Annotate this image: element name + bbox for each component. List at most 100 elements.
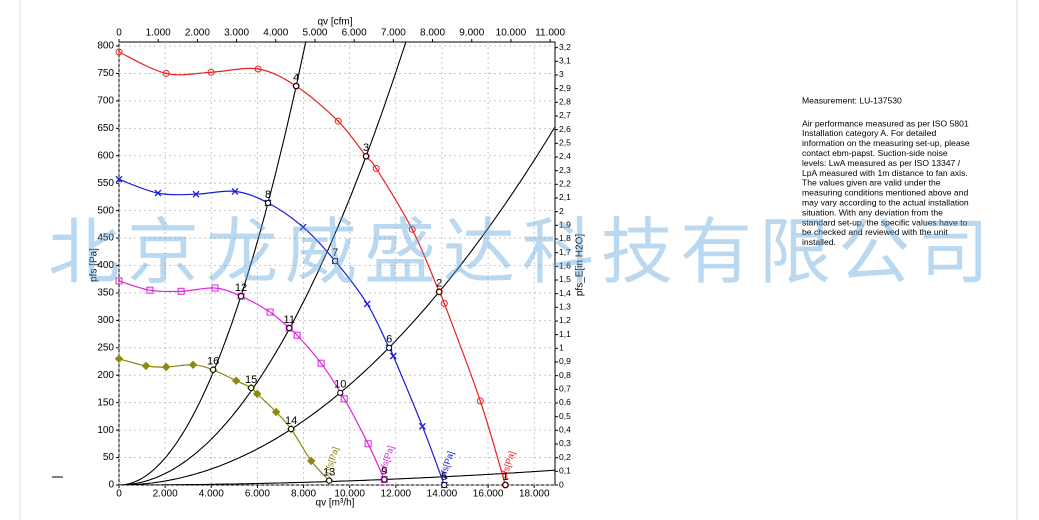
operating-point xyxy=(264,199,272,207)
operating-point xyxy=(248,384,255,391)
note-line: information on the measuring set-up, ple… xyxy=(802,138,970,148)
y2-tick-label: 2,5 xyxy=(559,138,571,148)
y2-tick-label: 1,5 xyxy=(559,274,571,284)
marker xyxy=(188,360,198,370)
note-line: be checked and reviewed with the unit xyxy=(802,227,948,237)
y-tick-label: 200 xyxy=(97,370,114,381)
marker-dot xyxy=(411,228,414,231)
marker xyxy=(207,68,215,76)
y2-axis-title: pfs_E[in H2O] xyxy=(575,234,586,296)
x2-tick-label: 5.000 xyxy=(302,28,327,39)
operating-point xyxy=(381,476,388,483)
y2-tick-label: 1,1 xyxy=(559,329,571,339)
y-tick-label: 650 xyxy=(97,123,114,134)
y2-tick-label: 0,1 xyxy=(559,466,571,476)
operating-point-label: 9 xyxy=(381,465,387,477)
x2-tick-label: 1.000 xyxy=(146,28,171,39)
x2-tick-label: 0 xyxy=(116,28,122,39)
marker xyxy=(418,422,426,430)
series-line xyxy=(118,358,330,482)
x-tick-label: 6.000 xyxy=(245,489,270,500)
y2-tick-label: 1,7 xyxy=(559,247,571,257)
marker xyxy=(476,397,484,405)
y2-tick-label: 0 xyxy=(559,479,564,489)
operating-point xyxy=(436,288,443,295)
operating-point-label: 15 xyxy=(245,374,257,386)
y-tick-label: 700 xyxy=(97,96,114,107)
marker-ring xyxy=(115,48,123,56)
x2-axis-title: qv [cfm] xyxy=(317,17,352,28)
marker-dot xyxy=(337,120,340,123)
operating-point xyxy=(286,324,293,332)
operating-point-label: 11 xyxy=(284,314,295,326)
marker xyxy=(192,190,200,198)
x-tick-label: 4.000 xyxy=(199,489,224,500)
marker xyxy=(252,389,262,399)
note-line: The values given are valid under the xyxy=(802,178,941,188)
y2-tick-label: 1,6 xyxy=(559,261,571,271)
note-line: measuring conditions mentioned above and xyxy=(802,188,968,198)
y2-tick-label: 2,3 xyxy=(559,165,571,175)
x-tick-label: 10.000 xyxy=(334,489,365,500)
y-tick-label: 800 xyxy=(97,41,114,52)
y2-tick-label: 2,2 xyxy=(559,179,571,189)
marker xyxy=(115,277,123,285)
note-line: levels: LwA measured as per ISO 13347 / xyxy=(802,158,961,168)
operating-point xyxy=(386,344,393,351)
x2-tick-label: 2.000 xyxy=(185,28,210,39)
system-curve xyxy=(119,42,307,485)
marker xyxy=(372,164,380,172)
operating-point xyxy=(502,481,509,489)
x-tick-label: 14.000 xyxy=(427,489,458,500)
marker-ring xyxy=(162,69,170,77)
y-tick-label: 250 xyxy=(97,342,114,353)
operating-point-label: 6 xyxy=(386,334,392,346)
marker-dot xyxy=(165,72,168,75)
note-line: situation. With any deviation from the xyxy=(802,207,943,217)
x2-tick-label: 8.000 xyxy=(420,28,445,39)
operating-point xyxy=(441,481,448,489)
operating-point xyxy=(337,389,344,396)
y2-tick-label: 0,3 xyxy=(559,438,571,448)
marker xyxy=(115,48,123,56)
y2-tick-label: 0,4 xyxy=(559,425,571,435)
x-tick-label: 8.000 xyxy=(291,489,316,500)
marker xyxy=(115,175,123,183)
y2-tick-label: 2,7 xyxy=(559,110,571,120)
operating-point-label: 2 xyxy=(436,278,442,290)
marker xyxy=(340,395,348,403)
operating-point xyxy=(332,258,339,265)
operating-point-label: 1 xyxy=(502,471,508,483)
y2-tick-label: 3,1 xyxy=(559,56,571,66)
marker-dot xyxy=(257,68,259,70)
y-tick-label: 100 xyxy=(97,425,114,436)
y-tick-label: 300 xyxy=(97,315,114,326)
marker-dot xyxy=(118,51,120,53)
note-line: may vary according to the actual install… xyxy=(802,197,969,207)
marker xyxy=(440,299,448,307)
x-tick-label: 16.000 xyxy=(473,489,504,500)
y2-tick-label: 1,2 xyxy=(559,315,571,325)
y-axis-title: pfs [Pa] xyxy=(89,248,100,282)
y-tick-label: 150 xyxy=(97,397,114,408)
marker-ring xyxy=(372,164,380,172)
y2-tick-label: 3,2 xyxy=(559,42,571,52)
x-axis-title: qv [m³/h] xyxy=(316,498,355,509)
x-tick-label: 18.000 xyxy=(519,489,550,500)
y2-tick-label: 2,8 xyxy=(559,97,571,107)
y2-tick-label: 0,7 xyxy=(559,384,571,394)
marker-dot xyxy=(210,71,212,74)
operating-point-label: 7 xyxy=(332,247,338,259)
operating-point-label: 12 xyxy=(235,282,247,294)
marker xyxy=(161,362,171,372)
y-tick-label: 600 xyxy=(97,150,114,161)
y2-tick-label: 1,3 xyxy=(559,302,571,312)
y2-tick-label: 0,6 xyxy=(559,397,571,407)
y2-tick-label: 1,8 xyxy=(559,233,571,243)
x2-tick-label: 11.000 xyxy=(535,28,565,39)
y-tick-label: 750 xyxy=(97,68,114,79)
note-line: LpA measured with 1m distance to fan axi… xyxy=(802,168,968,178)
note-line: Air performance measured as per ISO 5801 xyxy=(802,118,969,128)
system-curve xyxy=(119,126,555,485)
